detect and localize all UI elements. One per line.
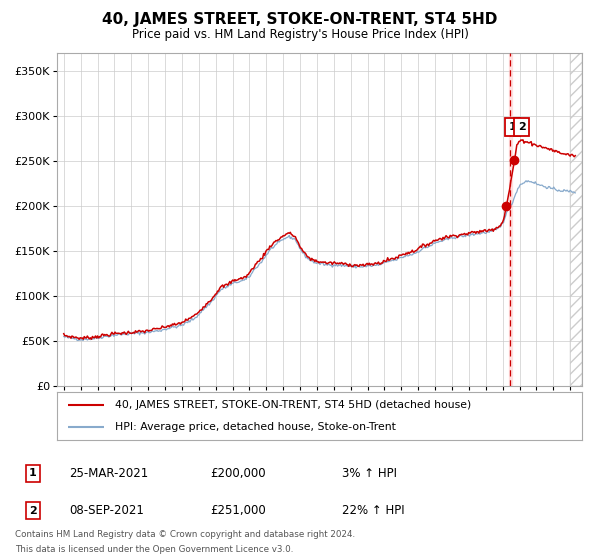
- Text: 1: 1: [29, 468, 37, 478]
- Text: 2: 2: [29, 506, 37, 516]
- Bar: [509, 53, 512, 386]
- Text: 22% ↑ HPI: 22% ↑ HPI: [342, 504, 404, 517]
- Text: £251,000: £251,000: [210, 504, 266, 517]
- Text: Price paid vs. HM Land Registry's House Price Index (HPI): Price paid vs. HM Land Registry's House …: [131, 28, 469, 41]
- Text: This data is licensed under the Open Government Licence v3.0.: This data is licensed under the Open Gov…: [15, 545, 293, 554]
- Text: 1: 1: [509, 122, 517, 132]
- Text: 2: 2: [518, 122, 526, 132]
- Text: 40, JAMES STREET, STOKE-ON-TRENT, ST4 5HD (detached house): 40, JAMES STREET, STOKE-ON-TRENT, ST4 5H…: [115, 400, 471, 410]
- Text: 40, JAMES STREET, STOKE-ON-TRENT, ST4 5HD: 40, JAMES STREET, STOKE-ON-TRENT, ST4 5H…: [103, 12, 497, 27]
- Text: 3% ↑ HPI: 3% ↑ HPI: [342, 466, 397, 480]
- Text: HPI: Average price, detached house, Stoke-on-Trent: HPI: Average price, detached house, Stok…: [115, 422, 395, 432]
- Text: 08-SEP-2021: 08-SEP-2021: [69, 504, 144, 517]
- Text: £200,000: £200,000: [210, 466, 266, 480]
- Text: 25-MAR-2021: 25-MAR-2021: [69, 466, 148, 480]
- Text: Contains HM Land Registry data © Crown copyright and database right 2024.: Contains HM Land Registry data © Crown c…: [15, 530, 355, 539]
